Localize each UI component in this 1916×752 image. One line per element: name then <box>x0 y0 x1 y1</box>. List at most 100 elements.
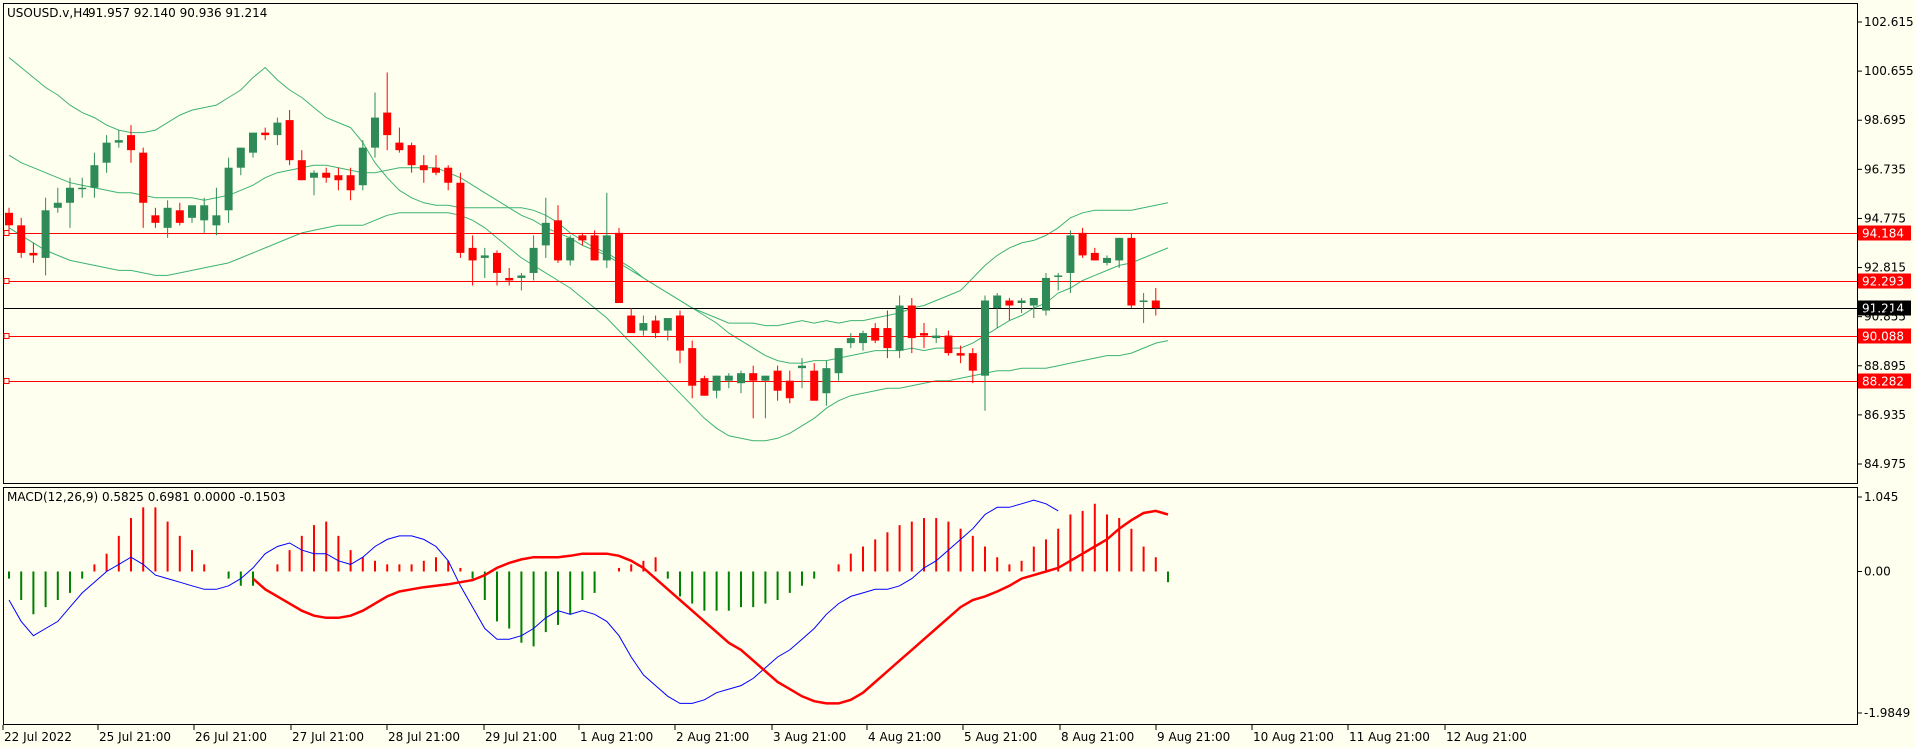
candle-bull <box>541 222 550 246</box>
time-tick-label: 22 Jul 2022 <box>4 730 72 744</box>
candle-bear <box>383 112 392 136</box>
candle-bull <box>663 318 672 331</box>
candle-bear <box>1127 237 1136 306</box>
time-tick-label: 10 Aug 21:00 <box>1253 730 1334 744</box>
price-tick-label: 86.935 <box>1864 408 1906 422</box>
candle-bear <box>920 333 928 336</box>
price-tick-label: 98.695 <box>1864 113 1906 127</box>
candle-bear <box>907 305 916 339</box>
candle-bull <box>200 205 209 221</box>
price-tag-90.088 <box>1858 328 1911 344</box>
candle-bear <box>883 328 892 349</box>
candle-bull <box>66 187 74 203</box>
candle-bear <box>151 215 160 223</box>
price-tick-label: 96.735 <box>1864 162 1906 176</box>
price-tick-label: 84.975 <box>1864 457 1906 471</box>
candle-bull <box>602 235 611 261</box>
candle-bull <box>846 338 855 344</box>
price-tick-label: 92.815 <box>1864 261 1906 275</box>
candle-bear <box>29 252 38 256</box>
candle-bear <box>444 167 453 183</box>
candle-bear <box>1005 300 1014 306</box>
candle-bear <box>956 353 965 356</box>
candle-bull <box>895 305 904 351</box>
candle-bear <box>334 175 343 181</box>
candle-bear <box>676 315 684 351</box>
candle-bull <box>1042 277 1050 311</box>
candle-bull <box>212 215 221 226</box>
bollinger-bands <box>8 57 1169 442</box>
candle-bear <box>615 232 623 304</box>
time-tick-label: 27 Jul 21:00 <box>292 730 364 744</box>
candle-bull <box>1029 297 1038 306</box>
candle-bear <box>432 167 440 173</box>
candle-bear <box>297 160 306 181</box>
candle-bull <box>102 142 111 163</box>
candle-bull <box>737 373 745 384</box>
candle-bull <box>798 365 806 369</box>
candle-bear <box>493 252 501 273</box>
macd-axis: 1.045 0.00 -1.9849 <box>1857 490 1910 720</box>
candle-bear <box>1090 252 1099 261</box>
price-tag-88.282 <box>1858 373 1911 389</box>
ohlc-header: 91.957 92.140 90.936 91.214 <box>88 6 267 20</box>
candle-bull <box>41 210 50 258</box>
candle-bear <box>871 328 880 341</box>
time-tick-label: 1 Aug 21:00 <box>580 730 653 744</box>
candle-bear <box>17 225 26 253</box>
macd-tick-label: -1.9849 <box>1864 706 1910 720</box>
time-tick-label: 5 Aug 21:00 <box>964 730 1037 744</box>
candle-bear <box>407 145 416 166</box>
price-tag-92.293 <box>1858 273 1911 289</box>
candle-bull <box>566 237 575 261</box>
price-tick-label: 102.615 <box>1864 15 1914 29</box>
price-tag-91.214 <box>1858 300 1911 316</box>
price-tag-text: 94.184 <box>1862 227 1904 241</box>
time-tick-label: 4 Aug 21:00 <box>868 730 941 744</box>
candle-bull <box>78 187 87 190</box>
candle-bear <box>419 165 428 171</box>
macd-signal-line <box>252 509 1169 705</box>
bollinger-middle-line <box>8 154 1169 364</box>
candle-bear <box>505 277 514 281</box>
candle-bull <box>981 300 989 376</box>
candle-bear <box>944 335 953 354</box>
candle-bull <box>932 335 941 339</box>
candle-bull <box>822 368 831 394</box>
candle-bear <box>700 378 709 396</box>
candle-bull <box>859 333 867 344</box>
horizontal-lines: 94.184 92.293 90.088 88.282 91.214 <box>3 225 1911 389</box>
candle-bull <box>834 348 843 374</box>
candle-bear <box>773 370 782 391</box>
hline-anchor-94.184 <box>3 230 10 236</box>
candle-bull <box>1115 237 1124 261</box>
candle-bear <box>285 120 294 161</box>
candle-bull <box>114 140 123 143</box>
candle-bear <box>968 353 977 371</box>
time-tick-label: 26 Jul 21:00 <box>195 730 267 744</box>
candle-bear <box>346 175 355 191</box>
candle-bear <box>468 247 477 261</box>
candle-bear <box>627 315 636 334</box>
price-tick-label: 90.855 <box>1864 310 1906 324</box>
candle-bear <box>5 212 13 226</box>
candle-bull <box>724 375 733 381</box>
price-tick-label: 94.775 <box>1864 211 1906 225</box>
candle-bull <box>188 205 196 218</box>
candle-bear <box>1078 232 1087 256</box>
candle-bull <box>273 122 282 136</box>
candle-bull <box>358 147 367 186</box>
price-tag-text: 90.088 <box>1862 330 1904 344</box>
hline-anchor-90.088 <box>3 333 10 339</box>
time-tick-label: 28 Jul 21:00 <box>388 730 460 744</box>
bollinger-lower-line <box>8 212 1169 442</box>
candle-bear <box>749 373 758 381</box>
main-panel-frame <box>3 3 1858 484</box>
time-tick-label: 29 Jul 21:00 <box>485 730 557 744</box>
candle-bear <box>651 320 660 334</box>
time-tick-label: 11 Aug 21:00 <box>1349 730 1430 744</box>
candle-bear <box>810 370 819 401</box>
candle-bear <box>261 132 270 136</box>
